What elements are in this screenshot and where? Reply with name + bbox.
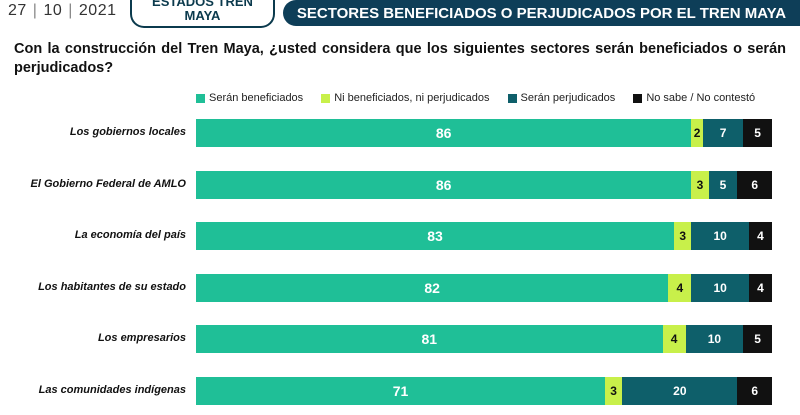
- legend-swatch-ni: [321, 93, 331, 103]
- data-label: 81: [421, 331, 438, 347]
- legend-label: Ni beneficiados, ni perjudicados: [334, 92, 490, 104]
- bar-segment-no_sabe: 4: [748, 222, 772, 250]
- bar-segment-perjudicados: 10: [691, 273, 749, 302]
- data-label: 10: [713, 229, 727, 243]
- legend-swatch-no_sabe: [633, 93, 643, 103]
- legend-item-beneficiados: Serán beneficiados: [196, 91, 303, 105]
- date-separator: |: [32, 2, 38, 19]
- data-label: 4: [670, 332, 678, 346]
- data-label: 82: [424, 279, 440, 296]
- bar-segment-no_sabe: 5: [743, 325, 772, 353]
- bar-row: 86 3 5 6: [196, 170, 772, 199]
- category-label: Las comunidades indígenas: [38, 383, 186, 396]
- category-label: Los gobiernos locales: [69, 126, 186, 138]
- bar-segment-perjudicados: 5: [708, 170, 738, 199]
- data-label: 7: [719, 126, 727, 140]
- date-month: 10: [43, 2, 63, 19]
- region-title-line2: MAYA: [184, 8, 221, 23]
- data-label: 6: [751, 383, 759, 398]
- legend-label: Serán beneficiados: [209, 92, 304, 104]
- category-label: Los habitantes de su estado: [38, 280, 186, 293]
- data-label: 10: [713, 280, 727, 295]
- bar-segment-beneficiados: 81: [196, 325, 663, 353]
- legend-item-ni: Ni beneficiados, ni perjudicados: [321, 91, 490, 105]
- legend-item-no_sabe: No sabe / No contestó: [633, 91, 755, 105]
- bar-segment-no_sabe: 6: [737, 376, 772, 405]
- data-label: 2: [693, 126, 701, 140]
- bar-segment-no_sabe: 4: [748, 273, 772, 302]
- bar-segment-ni: 2: [691, 119, 703, 147]
- chart-legend: Serán beneficiados Ni beneficiados, ni pe…: [196, 91, 755, 105]
- bar-segment-perjudicados: 10: [685, 325, 744, 353]
- bar-segment-perjudicados: 10: [691, 222, 749, 250]
- chart-title-bar: SECTORES BENEFICIADOS O PERJUDICADOS POR…: [283, 0, 800, 26]
- data-label: 10: [707, 332, 722, 346]
- legend-swatch-beneficiados: [196, 93, 205, 103]
- legend-swatch-perjudicados: [507, 93, 517, 103]
- data-label: 4: [757, 229, 764, 243]
- category-label: Los empresarios: [97, 332, 186, 344]
- chart-title: SECTORES BENEFICIADOS O PERJUDICADOS POR…: [296, 4, 787, 22]
- category-label: La economía del país: [74, 229, 186, 241]
- data-label: 5: [754, 332, 761, 346]
- data-label: 86: [435, 125, 452, 141]
- legend-label: Serán perjudicados: [520, 92, 616, 104]
- region-title: ESTADOS TREN MAYA: [130, 0, 275, 28]
- survey-question: Con la construcción del Tren Maya, ¿uste…: [14, 41, 786, 76]
- data-label: 4: [757, 280, 764, 295]
- bar-row: 81 4 10 5: [196, 325, 772, 353]
- data-label: 5: [719, 177, 727, 192]
- bar-segment-perjudicados: 7: [702, 119, 744, 147]
- data-label: 3: [696, 177, 704, 192]
- bar-row: 86 2 7 5: [196, 119, 772, 147]
- legend-label: No sabe / No contestó: [646, 92, 756, 104]
- bar-segment-no_sabe: 6: [737, 170, 772, 199]
- bar-segment-ni: 4: [668, 273, 692, 302]
- bar-segment-beneficiados: 86: [196, 119, 692, 147]
- data-label: 71: [392, 382, 409, 399]
- data-label: 3: [610, 383, 617, 398]
- data-label: 6: [751, 177, 759, 192]
- bar-row: 83 3 10 4: [196, 222, 772, 250]
- bar-segment-beneficiados: 82: [196, 273, 669, 302]
- bar-row: 71 3 20 6: [196, 376, 772, 405]
- date-year: 2021: [78, 2, 117, 19]
- legend-item-perjudicados: Serán perjudicados: [507, 91, 616, 105]
- data-label: 4: [676, 280, 684, 295]
- bar-segment-perjudicados: 20: [622, 376, 738, 405]
- bar-segment-ni: 3: [674, 222, 692, 250]
- bar-segment-ni: 4: [662, 325, 686, 353]
- date-separator: |: [68, 2, 73, 19]
- bar-segment-no_sabe: 5: [743, 119, 772, 147]
- data-label: 20: [673, 383, 687, 398]
- bar-segment-ni: 3: [691, 170, 709, 199]
- data-label: 86: [435, 176, 452, 193]
- data-label: 5: [754, 126, 761, 140]
- data-label: 83: [427, 228, 443, 244]
- region-title-line1: ESTADOS TREN: [152, 0, 253, 9]
- bar-segment-ni: 3: [604, 376, 623, 405]
- bar-segment-beneficiados: 86: [196, 170, 692, 199]
- bar-segment-beneficiados: 71: [196, 376, 605, 405]
- date-day: 27: [8, 2, 27, 19]
- bar-row: 82 4 10 4: [196, 273, 772, 302]
- survey-date: 27 | 10 | 2021: [8, 2, 117, 20]
- bar-segment-beneficiados: 83: [196, 222, 675, 250]
- data-label: 3: [679, 229, 687, 243]
- category-label: El Gobierno Federal de AMLO: [30, 177, 186, 190]
